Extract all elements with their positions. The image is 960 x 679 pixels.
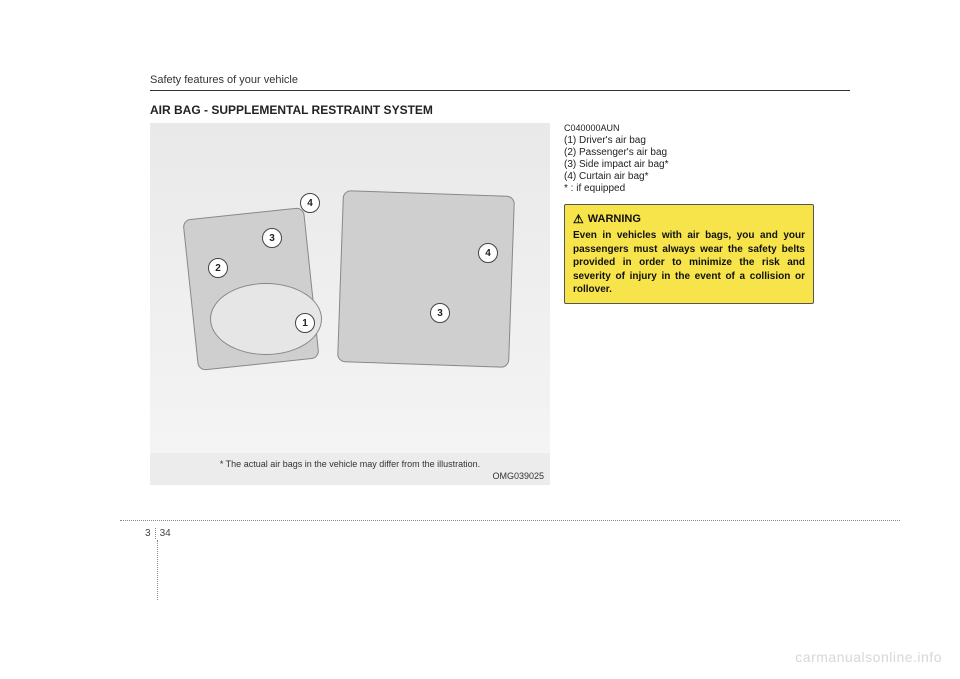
warning-title-row: ⚠ WARNING [573,211,805,227]
content-row: 1 2 3 3 4 4 * The actual air bags in the… [150,123,850,485]
callout-2: 2 [208,258,228,278]
legend-3: (3) Side impact air bag* [564,159,814,170]
section-header: Safety features of your vehicle [150,74,298,86]
chapter-number: 3 [145,528,156,539]
header-rule: Safety features of your vehicle [150,70,850,91]
warning-text: Even in vehicles with air bags, you and … [573,229,805,297]
callout-4a: 4 [300,193,320,213]
page-number: 334 [145,528,171,539]
warning-title: WARNING [588,212,641,227]
watermark: carmanualsonline.info [795,649,942,665]
legend-5: * : if equipped [564,183,814,194]
legend-2: (2) Passenger's air bag [564,147,814,158]
legend-1: (1) Driver's air bag [564,135,814,146]
warning-box: ⚠ WARNING Even in vehicles with air bags… [564,204,814,304]
callout-4b: 4 [478,243,498,263]
rear-seat-shape [337,190,515,368]
figure-note: * The actual air bags in the vehicle may… [150,453,550,471]
ref-code: C040000AUN [564,123,814,133]
callout-3b: 3 [430,303,450,323]
manual-page: Safety features of your vehicle AIR BAG … [150,70,850,485]
callout-1: 1 [295,313,315,333]
legend-4: (4) Curtain air bag* [564,171,814,182]
airbag-illustration: 1 2 3 3 4 4 [150,123,550,453]
footer-vertical-rule [157,540,158,600]
figure-block: 1 2 3 3 4 4 * The actual air bags in the… [150,123,550,485]
right-column: C040000AUN (1) Driver's air bag (2) Pass… [564,123,814,485]
figure-code: OMG039025 [150,471,550,485]
page-number-value: 34 [156,528,171,539]
footer-rule [120,520,900,521]
warning-icon: ⚠ [573,211,584,227]
callout-3a: 3 [262,228,282,248]
page-title: AIR BAG - SUPPLEMENTAL RESTRAINT SYSTEM [150,103,850,117]
